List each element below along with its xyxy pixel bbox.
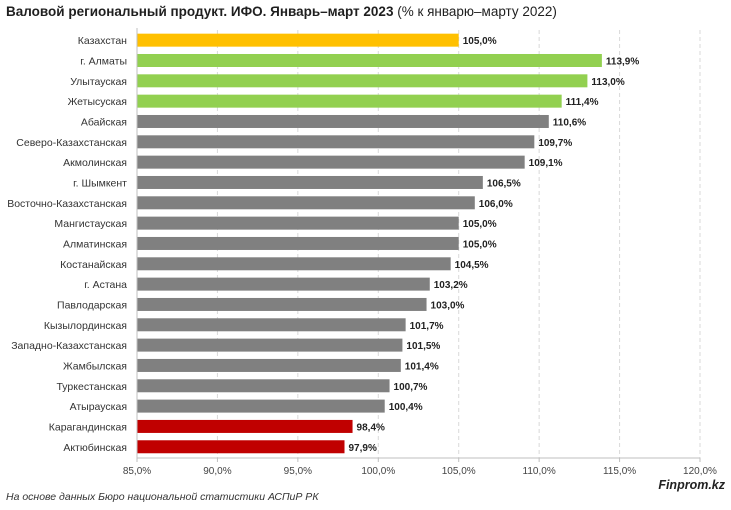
data-label: 106,5% — [487, 178, 521, 189]
bar-chart: Казахстан 105,0% г. Алматы 113,9% Улытауская… — [7, 28, 717, 477]
category-label: Улытауская — [70, 76, 127, 88]
data-label: 106,0% — [479, 199, 513, 210]
data-label: 98,4% — [357, 422, 385, 433]
data-label: 103,2% — [434, 280, 468, 291]
category-label: Абайская — [81, 116, 127, 128]
data-label: 110,6% — [553, 117, 586, 128]
category-label: Туркестанская — [56, 381, 127, 393]
data-label: 109,7% — [538, 138, 572, 149]
x-tick-label: 105,0% — [442, 466, 476, 477]
bar — [137, 358, 401, 372]
data-label: 105,0% — [463, 219, 497, 230]
bar — [137, 257, 451, 271]
bar — [137, 33, 459, 47]
data-label: 111,4% — [566, 97, 599, 108]
bar — [137, 318, 406, 332]
x-tick-label: 100,0% — [361, 466, 395, 477]
bar — [137, 440, 345, 454]
category-label: Алматинская — [63, 238, 127, 250]
category-label: Северо-Казахстанская — [16, 137, 127, 149]
bar — [137, 236, 459, 250]
category-label: Костанайская — [60, 259, 127, 271]
bar — [137, 277, 430, 291]
bar — [137, 297, 427, 311]
category-label: Акмолинская — [63, 157, 127, 169]
chart-title: Валовой региональный продукт. ИФО. Январ… — [6, 4, 557, 19]
data-label: 97,9% — [349, 443, 377, 454]
category-label: Западно-Казахстанская — [11, 340, 127, 352]
category-label: Карагандинская — [49, 421, 127, 433]
data-label: 105,0% — [463, 239, 497, 250]
data-label: 104,5% — [455, 260, 489, 271]
bar — [137, 74, 588, 88]
category-label: г. Астана — [84, 279, 127, 291]
category-label: Жетысуская — [68, 96, 127, 108]
data-label: 113,9% — [606, 56, 639, 67]
data-label: 100,7% — [394, 382, 428, 393]
source-note: На основе данных Бюро национальной стати… — [6, 491, 319, 503]
bar — [137, 135, 535, 149]
data-label: 100,4% — [389, 402, 423, 413]
data-label: 109,1% — [529, 158, 563, 169]
bar — [137, 94, 562, 108]
bar — [137, 216, 459, 230]
brand-label: Finprom.kz — [658, 478, 725, 492]
data-label: 101,4% — [405, 361, 439, 372]
x-tick-label: 115,0% — [603, 466, 636, 477]
chart-title-main: Валовой региональный продукт. ИФО. Январ… — [6, 4, 394, 19]
category-label: г. Шымкент — [73, 177, 127, 189]
bar — [137, 175, 483, 189]
category-label: Жамбылская — [63, 360, 127, 372]
x-tick-label: 110,0% — [523, 466, 556, 477]
category-label: Казахстан — [78, 35, 127, 47]
category-label: Мангистауская — [54, 218, 127, 230]
x-tick-label: 85,0% — [123, 466, 151, 477]
bar — [137, 53, 602, 67]
category-label: Актюбинская — [63, 442, 127, 454]
category-label: г. Алматы — [80, 55, 127, 67]
bar — [137, 338, 403, 352]
category-label: Атырауская — [70, 401, 127, 413]
bar — [137, 196, 475, 210]
data-label: 101,7% — [410, 321, 444, 332]
x-tick-label: 90,0% — [203, 466, 231, 477]
data-label: 101,5% — [406, 341, 440, 352]
data-label: 113,0% — [591, 77, 624, 88]
data-label: 105,0% — [463, 36, 497, 47]
bar — [137, 419, 353, 433]
x-tick-label: 120,0% — [683, 466, 717, 477]
chart-subtitle: (% к январю–марту 2022) — [397, 4, 557, 19]
bar — [137, 379, 390, 393]
category-label: Кызылординская — [44, 320, 127, 332]
bar — [137, 114, 549, 128]
category-label: Павлодарская — [57, 299, 127, 311]
bar — [137, 155, 525, 169]
x-tick-label: 95,0% — [284, 466, 312, 477]
data-label: 103,0% — [431, 300, 465, 311]
category-label: Восточно-Казахстанская — [7, 198, 127, 210]
bar — [137, 399, 385, 413]
